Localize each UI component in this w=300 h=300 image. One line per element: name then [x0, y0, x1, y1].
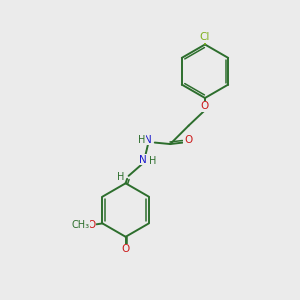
Text: H: H [149, 156, 156, 166]
Text: O: O [201, 101, 209, 111]
Text: Cl: Cl [200, 32, 210, 42]
Text: O: O [87, 220, 96, 230]
Text: H: H [138, 135, 145, 145]
Text: O: O [122, 244, 130, 254]
Text: N: N [139, 154, 147, 164]
Text: H: H [117, 172, 124, 182]
Text: O: O [184, 135, 192, 145]
Text: CH₃: CH₃ [71, 220, 89, 230]
Text: N: N [144, 135, 152, 145]
